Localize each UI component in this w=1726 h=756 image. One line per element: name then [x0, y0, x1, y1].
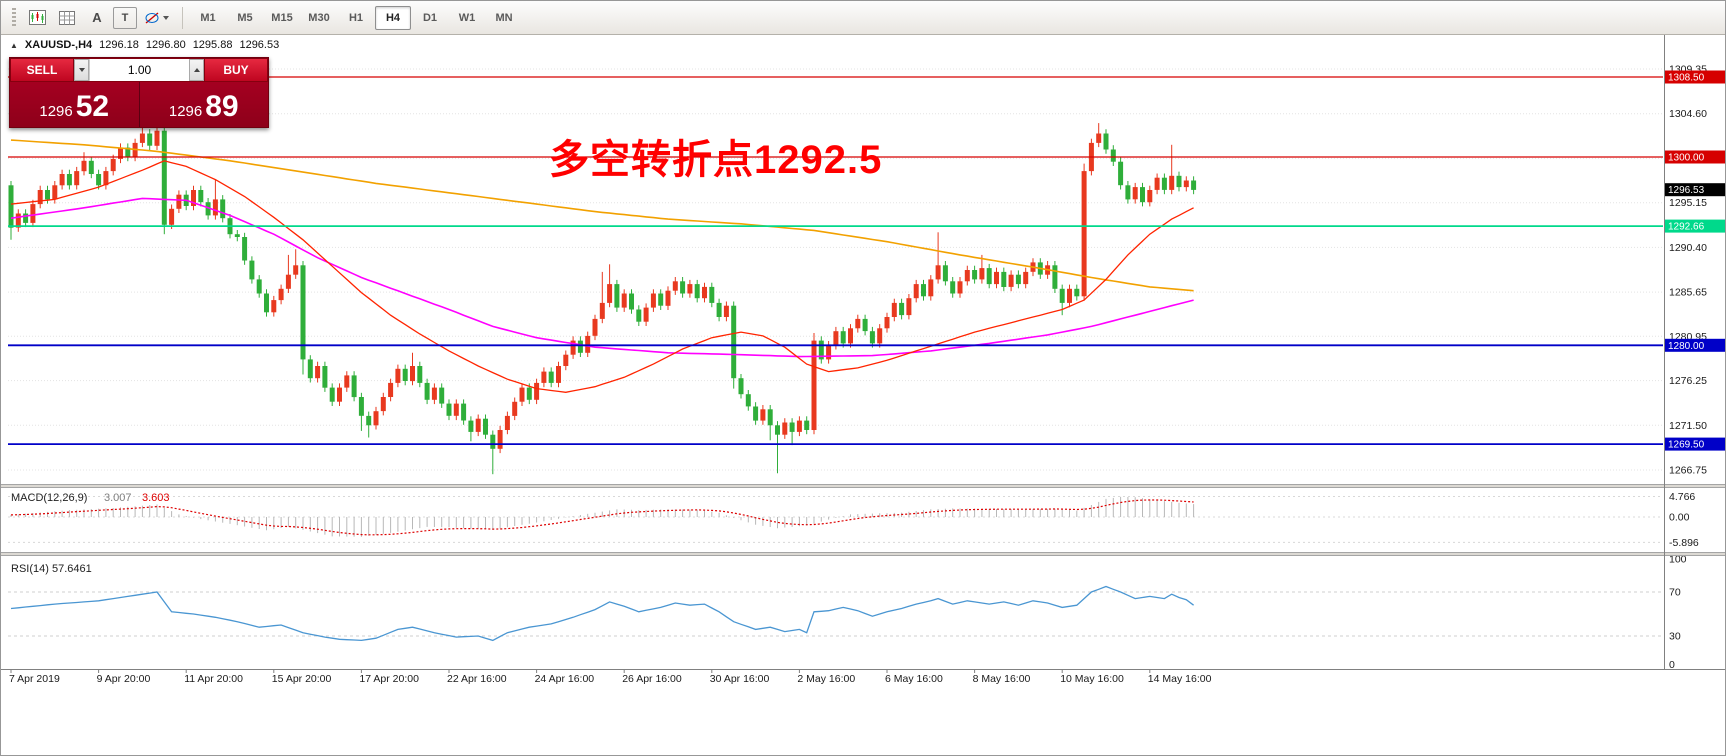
volume-up-button[interactable]	[189, 59, 204, 81]
svg-text:1285.65: 1285.65	[1669, 287, 1707, 299]
svg-text:24 Apr 16:00: 24 Apr 16:00	[535, 673, 595, 685]
svg-text:100: 100	[1669, 554, 1687, 566]
svg-text:70: 70	[1669, 587, 1681, 599]
timeframe-button-MN[interactable]: MN	[495, 11, 513, 24]
svg-text:1300.00: 1300.00	[1668, 153, 1705, 164]
sell-button[interactable]: SELL	[10, 58, 74, 82]
buy-price-pips: 89	[205, 90, 239, 123]
svg-text:1266.75: 1266.75	[1669, 465, 1707, 477]
timeframe-button-M1[interactable]: M1	[200, 11, 216, 24]
timeframe-button-H4[interactable]: H4	[375, 5, 411, 30]
ohlc-low: 1295.88	[192, 39, 233, 51]
shapes-dropdown-icon[interactable]	[139, 5, 175, 31]
volume-box: 1.00	[74, 58, 204, 82]
svg-text:30: 30	[1669, 631, 1681, 643]
svg-text:6 May 16:00: 6 May 16:00	[885, 673, 943, 685]
svg-text:1269.50: 1269.50	[1668, 440, 1705, 451]
svg-text:30 Apr 16:00: 30 Apr 16:00	[710, 673, 770, 685]
price-divider	[138, 82, 140, 127]
svg-text:1292.66: 1292.66	[1668, 222, 1705, 233]
text-box-glyph: T	[121, 11, 129, 24]
svg-text:11 Apr 20:00: 11 Apr 20:00	[184, 673, 243, 685]
timeframe-button-H1[interactable]: H1	[348, 11, 364, 24]
svg-text:9 Apr 20:00: 9 Apr 20:00	[97, 673, 151, 685]
chart-window: 1309.35 1304.60 1295.15 1290.40 1285.65 1280.…	[1, 35, 1726, 756]
svg-text:1296.53: 1296.53	[1668, 185, 1705, 196]
ma-slow-orange	[10, 139, 1194, 292]
macd-label: MACD(12,26,9)	[11, 492, 87, 504]
volume-input[interactable]: 1.00	[127, 63, 152, 77]
price-tags: 1308.50 1300.00 1292.66 1280.00 1269.50 1296.…	[1665, 70, 1725, 451]
svg-text:1308.50: 1308.50	[1668, 73, 1705, 84]
ma-fast-red	[10, 160, 1194, 393]
timeframe-toolbar: M1 M5 M15 M30 H1 H4 D1 W1 MN	[190, 5, 522, 30]
svg-text:1304.60: 1304.60	[1669, 108, 1707, 120]
svg-text:2 May 16:00: 2 May 16:00	[797, 673, 855, 685]
svg-text:1295.15: 1295.15	[1669, 197, 1707, 209]
one-click-trading-panel: SELL 1.00 BUY 1296 52	[9, 57, 269, 128]
svg-text:8 May 16:00: 8 May 16:00	[973, 673, 1031, 685]
svg-text:10 May 16:00: 10 May 16:00	[1060, 673, 1124, 685]
svg-text:17 Apr 20:00: 17 Apr 20:00	[359, 673, 419, 685]
collapse-toggle-icon[interactable]: ▲	[10, 40, 18, 50]
buy-price-main: 1296	[168, 103, 203, 120]
svg-text:3.007: 3.007	[104, 492, 132, 504]
svg-text:0.00: 0.00	[1669, 512, 1690, 524]
symbol-name: XAUUSD-,H4	[24, 39, 93, 51]
symbol-info-bar: ▲ XAUUSD-,H4 1296.18 1296.80 1295.88 129…	[10, 39, 279, 51]
ma-mid-magenta	[10, 197, 1194, 358]
ohlc-high: 1296.80	[145, 39, 186, 51]
svg-text:0: 0	[1669, 659, 1675, 671]
dropdown-caret-icon	[163, 15, 169, 20]
svg-text:22 Apr 16:00: 22 Apr 16:00	[447, 673, 507, 685]
arrow-up-icon	[193, 68, 200, 72]
svg-text:7 Apr 2019: 7 Apr 2019	[9, 673, 60, 685]
rsi-label: RSI(14) 57.6461	[11, 563, 92, 575]
chart-annotation-text: 多空转折点1292.5	[549, 138, 883, 182]
svg-text:4.766: 4.766	[1669, 491, 1695, 503]
ohlc-open: 1296.18	[99, 39, 139, 51]
svg-text:1276.25: 1276.25	[1669, 375, 1707, 387]
candlestick-series	[8, 121, 1197, 475]
svg-text:1290.40: 1290.40	[1669, 242, 1707, 254]
sell-price-pips: 52	[75, 90, 110, 123]
toolbar-separator	[182, 6, 183, 29]
toolbar-grip[interactable]	[12, 7, 16, 28]
text-box-icon[interactable]: T	[113, 6, 137, 29]
chart-window-icon[interactable]	[23, 5, 51, 31]
buy-button[interactable]: BUY	[204, 58, 268, 82]
level-lines	[8, 76, 1663, 446]
text-label-glyph: A	[92, 10, 102, 25]
text-label-icon[interactable]: A	[83, 5, 111, 31]
svg-text:15 Apr 20:00: 15 Apr 20:00	[272, 673, 332, 685]
sell-price[interactable]: 1296 52	[10, 82, 139, 127]
buy-price[interactable]: 1296 89	[140, 82, 269, 127]
ohlc-close: 1296.53	[239, 39, 280, 51]
macd-panel: 4.766 0.00 -5.896 MACD(12,26,9) 3.007 3.603	[8, 491, 1699, 549]
rsi-panel: 100 70 30 0 RSI(14) 57.6461	[8, 554, 1687, 671]
svg-text:1271.50: 1271.50	[1669, 420, 1707, 432]
sell-price-main: 1296	[39, 103, 73, 120]
chart-toolbar: A T M1 M5 M15 M30 H1 H4 D1 W1 MN	[1, 1, 1725, 35]
arrow-down-icon	[78, 68, 85, 72]
time-axis: 7 Apr 2019 9 Apr 20:00 11 Apr 20:00 15 Apr …	[9, 669, 1212, 685]
timeframe-button-M15[interactable]: M15	[271, 11, 293, 24]
timeframe-button-M5[interactable]: M5	[237, 11, 253, 24]
svg-text:26 Apr 16:00: 26 Apr 16:00	[622, 673, 682, 685]
price-chart[interactable]: 1309.351304.601295.151290.401285.651280.…	[1, 35, 1726, 756]
volume-down-button[interactable]	[74, 59, 89, 81]
timeframe-button-M30[interactable]: M30	[308, 11, 330, 24]
panel-separators	[1, 35, 1725, 670]
timeframe-button-D1[interactable]: D1	[422, 11, 438, 24]
svg-text:14 May 16:00: 14 May 16:00	[1148, 673, 1212, 685]
price-axis-labels: 1309.351304.601295.151290.401285.651280.…	[1669, 64, 1707, 477]
svg-text:3.603: 3.603	[142, 492, 170, 504]
svg-text:1280.00: 1280.00	[1668, 341, 1705, 352]
svg-text:-5.896: -5.896	[1669, 537, 1699, 549]
timeframe-button-W1[interactable]: W1	[458, 11, 476, 24]
grid-icon[interactable]	[53, 5, 81, 31]
